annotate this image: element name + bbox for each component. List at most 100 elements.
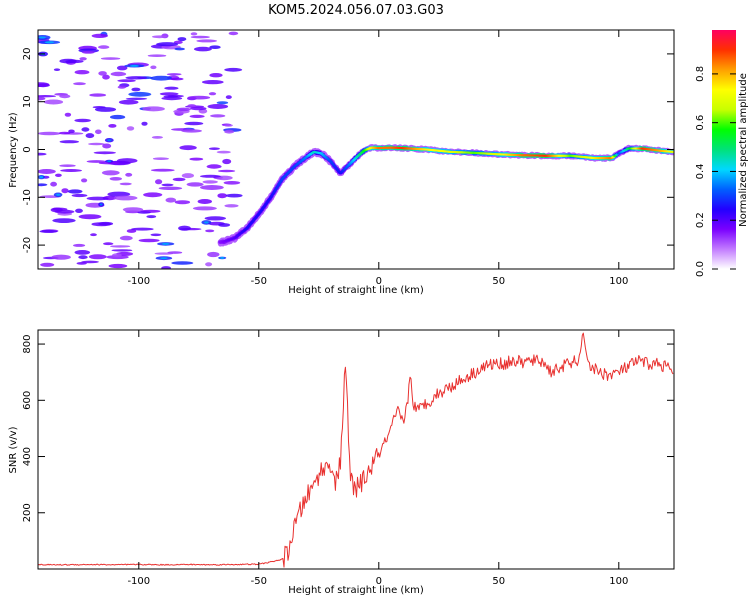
noise-mark bbox=[217, 193, 227, 199]
noise-mark bbox=[38, 82, 50, 87]
x-tick-label: -100 bbox=[127, 576, 150, 587]
y-tick-label: -20 bbox=[22, 237, 33, 253]
noise-mark bbox=[88, 142, 105, 146]
x-tick-label: 100 bbox=[609, 576, 628, 587]
noise-mark bbox=[137, 211, 151, 214]
noise-mark bbox=[207, 104, 229, 109]
noise-mark bbox=[98, 71, 107, 76]
noise-mark bbox=[68, 129, 75, 134]
noise-mark bbox=[86, 160, 107, 163]
noise-mark bbox=[151, 136, 163, 139]
noise-mark bbox=[159, 92, 179, 96]
noise-mark bbox=[225, 95, 232, 99]
noise-mark bbox=[108, 124, 117, 128]
noise-mark bbox=[55, 173, 62, 177]
noise-mark bbox=[181, 173, 194, 179]
x-tick-label: -50 bbox=[251, 276, 267, 287]
noise-mark bbox=[218, 169, 236, 173]
noise-mark bbox=[119, 235, 133, 241]
noise-mark bbox=[209, 73, 223, 78]
noise-mark bbox=[205, 262, 213, 267]
noise-mark-core bbox=[204, 221, 209, 224]
noise-mark bbox=[128, 91, 152, 97]
noise-mark-core bbox=[107, 160, 112, 163]
noise-mark bbox=[208, 92, 217, 96]
noise-mark bbox=[205, 229, 215, 233]
noise-mark bbox=[165, 197, 177, 203]
noise-mark bbox=[156, 42, 179, 47]
noise-mark bbox=[38, 169, 56, 174]
noise-mark bbox=[151, 35, 168, 39]
noise-mark bbox=[187, 95, 211, 100]
noise-mark bbox=[223, 181, 241, 185]
noise-mark bbox=[53, 68, 61, 71]
noise-mark bbox=[102, 143, 112, 149]
noise-mark bbox=[88, 254, 107, 260]
noise-mark bbox=[146, 215, 157, 219]
noise-mark bbox=[150, 168, 175, 172]
noise-mark bbox=[224, 129, 235, 134]
noise-mark bbox=[208, 147, 220, 150]
noise-mark bbox=[164, 86, 179, 90]
noise-mark bbox=[94, 107, 117, 112]
noise-mark bbox=[50, 181, 57, 187]
noise-mark bbox=[218, 223, 231, 227]
noise-mark bbox=[59, 164, 76, 167]
noise-mark-core bbox=[161, 242, 170, 245]
noise-mark bbox=[171, 261, 194, 265]
noise-mark bbox=[38, 131, 61, 136]
y-tick-label: 800 bbox=[22, 335, 33, 354]
noise-mark bbox=[126, 126, 135, 131]
noise-mark bbox=[40, 262, 55, 267]
noise-mark bbox=[110, 245, 131, 248]
noise-mark bbox=[161, 183, 174, 187]
noise-mark bbox=[125, 172, 133, 177]
noise-mark bbox=[38, 95, 56, 98]
snr-panel: -100 -50 0 50 100 200 400 600 800 Height of stra… bbox=[8, 329, 675, 596]
noise-mark bbox=[179, 145, 197, 151]
noise-mark bbox=[224, 67, 243, 72]
noise-mark bbox=[112, 253, 122, 258]
spectrogram-y-axis-label: Frequency (Hz) bbox=[8, 112, 19, 188]
noise-mark bbox=[64, 112, 72, 117]
noise-mark bbox=[118, 99, 139, 105]
spectrogram-x-axis-label: Height of straight line (km) bbox=[288, 285, 424, 296]
noise-mark-core bbox=[39, 176, 44, 179]
noise-mark bbox=[172, 177, 186, 182]
noise-mark bbox=[200, 185, 224, 190]
noise-mark bbox=[210, 114, 226, 118]
noise-mark bbox=[71, 193, 88, 198]
noise-mark bbox=[141, 121, 148, 126]
colorbar-gradient bbox=[712, 30, 736, 269]
noise-mark bbox=[67, 189, 83, 194]
noise-mark bbox=[110, 114, 126, 120]
noise-mark bbox=[78, 214, 102, 220]
noise-mark-core bbox=[44, 41, 55, 44]
noise-mark bbox=[74, 250, 91, 255]
noise-mark bbox=[202, 180, 218, 184]
noise-mark bbox=[102, 74, 110, 80]
noise-mark bbox=[150, 65, 157, 70]
noise-mark bbox=[61, 188, 69, 194]
noise-mark bbox=[131, 227, 154, 231]
noise-mark bbox=[106, 255, 129, 260]
y-tick-label: 20 bbox=[22, 48, 33, 61]
y-tick-label: 600 bbox=[22, 391, 33, 410]
colorbar-tick-label: 0.4 bbox=[695, 163, 706, 179]
snr-y-axis-label: SNR (v/v) bbox=[8, 426, 19, 473]
noise-mark bbox=[166, 73, 182, 76]
y-tick-label: -10 bbox=[22, 189, 33, 205]
noise-mark bbox=[119, 182, 132, 186]
x-tick-label: 50 bbox=[492, 276, 505, 287]
noise-mark-core bbox=[160, 257, 168, 260]
snr-x-axis-label: Height of straight line (km) bbox=[288, 585, 424, 596]
noise-mark bbox=[38, 96, 46, 101]
noise-mark bbox=[59, 94, 71, 99]
noise-mark-core bbox=[56, 193, 60, 196]
noise-mark bbox=[187, 104, 197, 108]
noise-mark bbox=[75, 208, 83, 213]
noise-mark bbox=[109, 177, 123, 181]
noise-mark bbox=[81, 178, 88, 183]
noise-mark bbox=[204, 216, 226, 221]
noise-mark bbox=[189, 157, 204, 161]
